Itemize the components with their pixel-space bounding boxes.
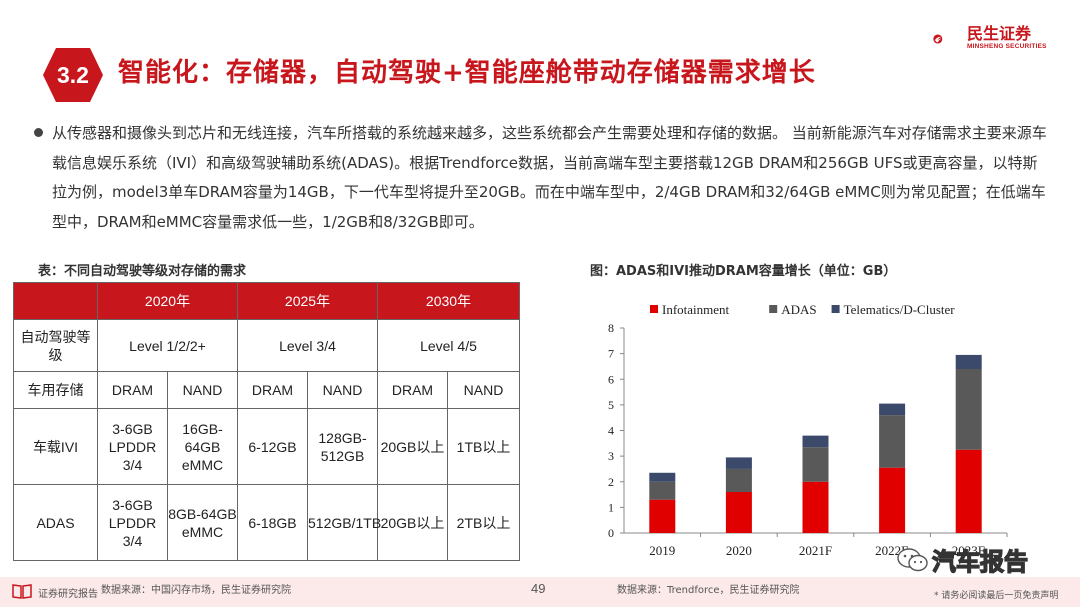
bar-segment [725, 468, 752, 492]
y-tick-label: 3 [608, 449, 614, 463]
x-tick-label: 2023E [952, 543, 986, 558]
legend-swatch [831, 305, 840, 313]
storage-type-cell: NAND [447, 371, 520, 409]
table-cell: 128GB-512GB [307, 408, 378, 485]
storage-type-cell: DRAM [97, 371, 168, 409]
source-right: 数据来源：Trendforce，民生证券研究院 [617, 585, 800, 596]
bar-segment [955, 369, 982, 450]
brand-logo-icon [933, 34, 943, 44]
section-badge [43, 48, 103, 102]
legend-label: ADAS [781, 302, 816, 317]
row-label: 自动驾驶等级 [13, 319, 98, 372]
bar-segment [802, 435, 829, 448]
bar-segment [879, 467, 906, 533]
table-cell: 8GB-64GB eMMC [167, 484, 238, 561]
table-cell: 3-6GB LPDDR 3/4 [97, 408, 168, 485]
table-cell: 3-6GB LPDDR 3/4 [97, 484, 168, 561]
table-corner-cell [13, 282, 98, 320]
x-tick-label: 2019 [649, 543, 675, 558]
y-tick-label: 1 [608, 500, 614, 514]
bar-segment [955, 449, 982, 533]
table-row: 车载IVI 3-6GB LPDDR 3/4 16GB-64GB eMMC 6-1… [13, 408, 520, 485]
y-tick-label: 2 [608, 475, 614, 489]
bar-segment [649, 499, 676, 533]
wechat-icon [897, 548, 928, 572]
bar-segment [879, 415, 906, 468]
year-header: 2020年 [97, 282, 238, 320]
report-label: 证券研究报告 [38, 589, 98, 600]
storage-type-cell: NAND [307, 371, 378, 409]
table-cell: 6-18GB [237, 484, 308, 561]
table-cell: 16GB-64GB eMMC [167, 408, 238, 485]
level-cell: Level 4/5 [377, 319, 520, 372]
table-cell: 512GB/1TB [307, 484, 381, 561]
table-row: 自动驾驶等级 Level 1/2/2+ Level 3/4 Level 4/5 [13, 319, 520, 372]
y-tick-label: 5 [608, 398, 614, 412]
storage-table: 2020年 2025年 2030年 自动驾驶等级 Level 1/2/2+ Le… [13, 282, 520, 561]
table-cell: 2TB以上 [447, 484, 520, 561]
row-label: 车用存储 [13, 371, 98, 409]
storage-type-cell: DRAM [377, 371, 448, 409]
legend-swatch [769, 305, 778, 313]
level-cell: Level 3/4 [237, 319, 378, 372]
source-left: 数据来源：中国闪存市场，民生证券研究院 [101, 585, 291, 596]
body-paragraph: 从传感器和摄像头到芯片和无线连接，汽车所搭载的系统越来越多，这些系统都会产生需要… [52, 124, 1047, 231]
storage-type-cell: DRAM [237, 371, 308, 409]
x-tick-label: 2020 [726, 543, 752, 558]
brand-name: 民生证券 [967, 24, 1032, 43]
row-label: 车载IVI [13, 408, 98, 485]
y-tick-label: 7 [608, 347, 614, 361]
x-tick-label: 2021F [799, 543, 832, 558]
page-number: 49 [531, 581, 546, 596]
y-tick-label: 6 [608, 372, 614, 386]
y-tick-label: 8 [608, 321, 614, 335]
level-cell: Level 1/2/2+ [97, 319, 238, 372]
y-tick-label: 4 [608, 424, 614, 438]
section-number: 3.2 [57, 61, 89, 88]
table-cell: 20GB以上 [377, 484, 448, 561]
footer-bar [0, 577, 1080, 607]
book-icon [12, 584, 32, 599]
legend-swatch [650, 305, 658, 313]
storage-type-cell: NAND [167, 371, 238, 409]
bar-segment [725, 492, 752, 533]
brand-name-en: MINSHENG SECURITIES [967, 43, 1047, 50]
bar-segment [955, 354, 982, 369]
disclaimer: * 请务必阅读最后一页免责声明 [934, 591, 1059, 601]
table-row: 车用存储 DRAM NAND DRAM NAND DRAM NAND [13, 371, 520, 409]
table-row: ADAS 3-6GB LPDDR 3/4 8GB-64GB eMMC 6-18G… [13, 484, 520, 561]
table-cell: 1TB以上 [447, 408, 520, 485]
bar-segment [649, 472, 676, 482]
bar-segment [802, 447, 829, 482]
legend-label: Telematics/D-Cluster [844, 302, 956, 317]
table-caption: 表：不同自动驾驶等级对存储的需求 [38, 264, 247, 279]
year-header: 2025年 [237, 282, 378, 320]
table-cell: 6-12GB [237, 408, 308, 485]
page-title: 智能化：存储器，自动驾驶+智能座舱带动存储器需求增长 [118, 58, 816, 88]
bar-segment [879, 403, 906, 416]
bar-segment [725, 457, 752, 469]
bullet-icon [34, 128, 43, 137]
table-header-row: 2020年 2025年 2030年 [13, 282, 520, 320]
row-label: ADAS [13, 484, 98, 561]
bar-segment [649, 481, 676, 500]
bar-segment [802, 481, 829, 533]
year-header: 2030年 [377, 282, 520, 320]
y-tick-label: 0 [608, 526, 614, 540]
chart-caption: 图：ADAS和IVI推动DRAM容量增长（单位：GB） [590, 264, 897, 279]
table-cell: 20GB以上 [377, 408, 448, 485]
watermark-text: 汽车报告 [931, 547, 1028, 576]
legend-label: Infotainment [662, 302, 730, 317]
